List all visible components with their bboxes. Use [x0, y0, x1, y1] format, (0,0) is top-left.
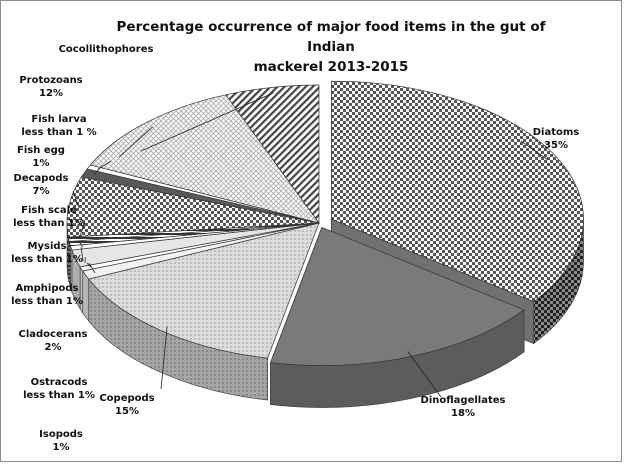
leader-line-diatoms	[520, 140, 548, 161]
leader-line-cocollithophores	[140, 92, 274, 152]
leader-line-copepods	[160, 326, 168, 390]
slice-label-amphipods: Amphipods less than 1%	[11, 283, 83, 307]
leader-line-dinoflagellates	[407, 351, 442, 398]
leader-line-fish-scale	[78, 222, 86, 239]
pie-slice-side	[82, 270, 90, 322]
leader-line-ostracods	[86, 262, 92, 268]
slice-label-cocollithophores: Cocollithophores	[59, 44, 154, 55]
leader-line-isopods	[88, 262, 96, 274]
pie-tops	[66, 80, 584, 366]
slice-label-fish-larva: Fish larva less than 1 %	[21, 114, 96, 138]
chart-title-line2: mackerel 2013-2015	[253, 59, 409, 75]
slice-label-cladocerans: Cladocerans 2%	[18, 329, 87, 353]
slice-label-ostracods: Ostracods less than 1%	[23, 377, 95, 401]
leader-line-mysids	[79, 242, 84, 248]
slice-label-decapods: Decapods 7%	[14, 173, 69, 197]
slice-label-fish-egg: Fish egg 1%	[17, 145, 65, 169]
leader-line-fish-larva	[97, 160, 112, 170]
slice-label-isopods: Isopods 1%	[39, 429, 83, 453]
slice-label-fish-scale: Fish scale less than 1%	[13, 205, 85, 229]
pie-slice-cocollithophores	[225, 84, 320, 225]
pie-labels: Diatoms 35% Dinoflagellates 18% Copepods 15% I…	[11, 44, 579, 453]
pie-slice-copepods	[88, 222, 320, 359]
leader-line-decapods	[72, 190, 80, 208]
slice-label-dinoflagellates: Dinoflagellates 18%	[421, 395, 506, 419]
slice-label-protozoans: Protozoans 12%	[19, 75, 82, 99]
slice-label-diatoms: Diatoms 35%	[533, 127, 580, 151]
pie-leader-lines	[72, 92, 548, 398]
slice-label-mysids: Mysids less than 1%	[11, 241, 83, 265]
chart-title: Percentage occurrence of major food item…	[96, 17, 566, 77]
slice-label-copepods: Copepods 15%	[99, 393, 154, 417]
pie-slice-diatoms	[331, 80, 584, 302]
leader-line-amphipods	[80, 246, 84, 262]
pie-slice-decapods	[66, 176, 320, 238]
leader-line-protozoans	[118, 126, 153, 158]
chart-title-line1: Percentage occurrence of major food item…	[116, 19, 546, 55]
pie-slice-protozoans	[89, 94, 320, 224]
